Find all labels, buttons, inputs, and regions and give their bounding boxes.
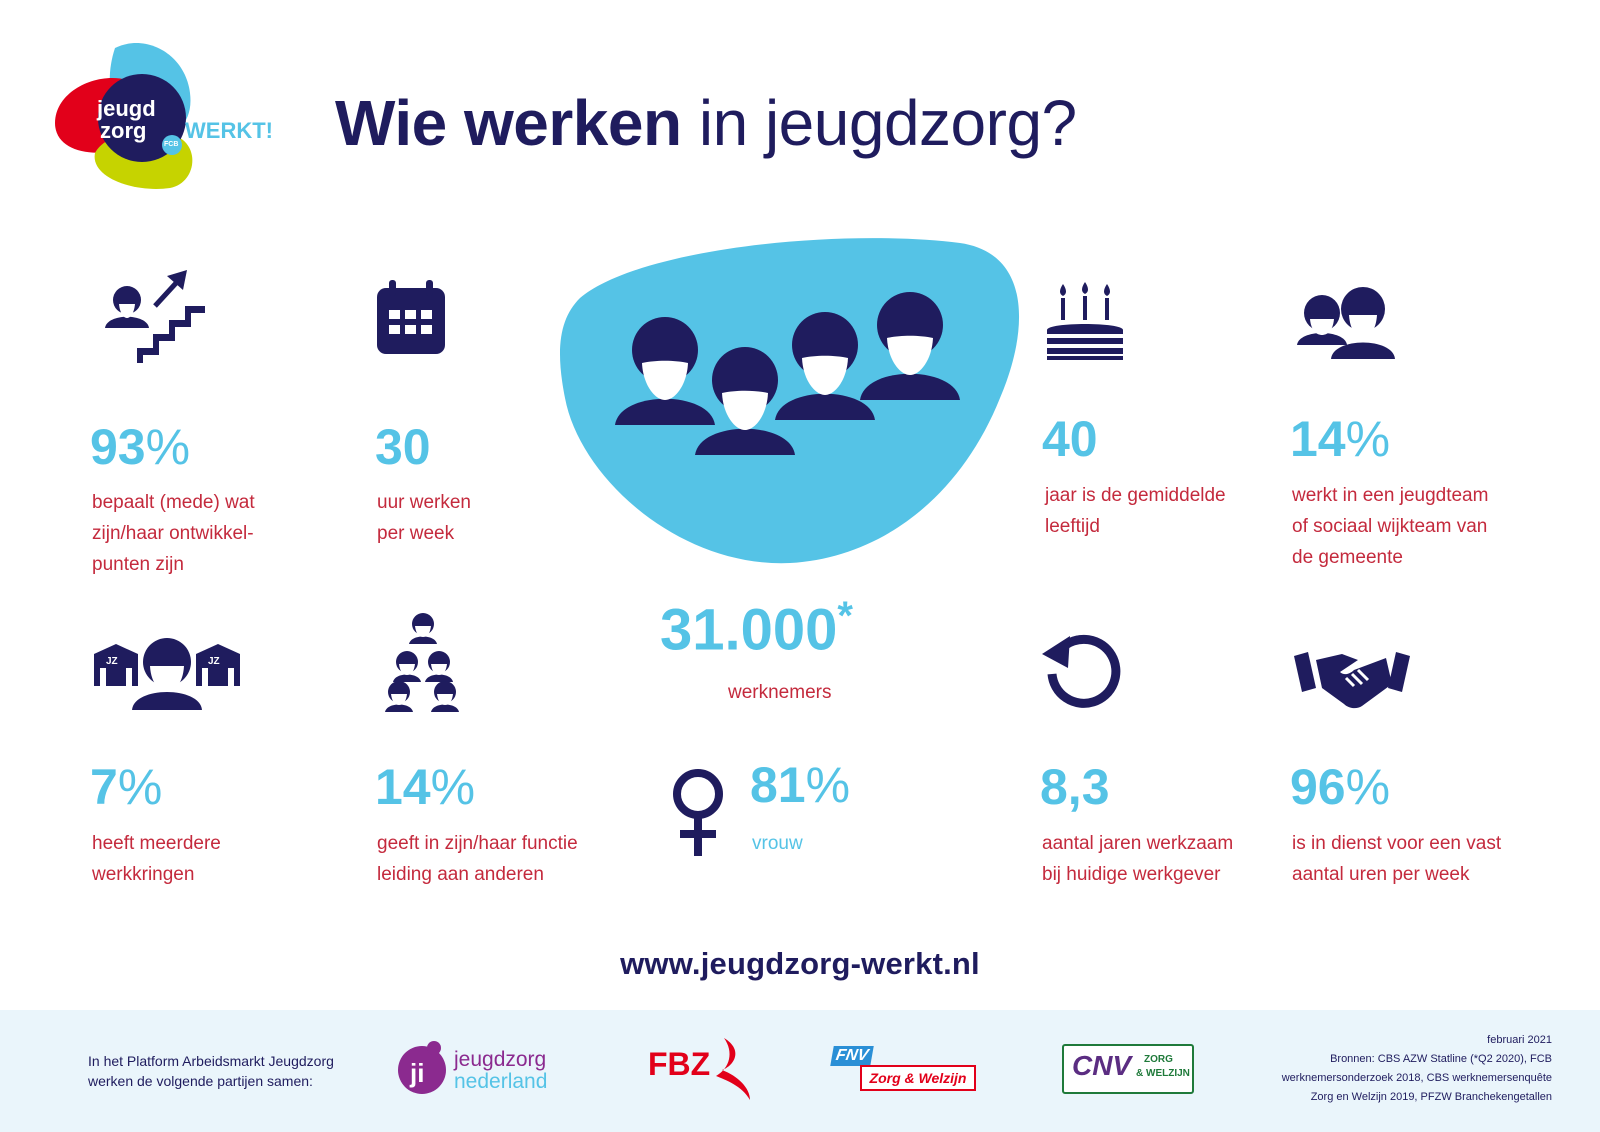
career-growth-icon xyxy=(105,268,210,368)
stat-employees-value: 31.000* xyxy=(660,594,853,663)
jn-line1: jeugdzorg xyxy=(454,1048,547,1071)
stat-leadership-desc: geeft in zijn/haar functie leiding aan a… xyxy=(377,833,578,885)
stat-leadership-value: 14% xyxy=(375,759,476,815)
hierarchy-icon xyxy=(383,612,463,712)
stat-multiple-jobs-desc: heeft meerdere werkkringen xyxy=(92,833,221,885)
website-link[interactable]: www.jeugdzorg-werkt.nl xyxy=(620,946,980,981)
stat-development-desc: bepaalt (mede) wat zijn/haar ontwikkel- … xyxy=(92,492,255,575)
stat-fixed-hours-desc: is in dienst voor een vast aantal uren p… xyxy=(1292,833,1502,885)
logo-jeugd: jeugd xyxy=(97,96,156,121)
stat-tenure-desc: aantal jaren werkzaam bij huidige werkge… xyxy=(1042,833,1234,885)
logo-blobs xyxy=(55,43,193,189)
jz-label-left: JZ xyxy=(106,656,118,667)
stat-age-desc: jaar is de gemiddelde leeftijd xyxy=(1045,485,1226,537)
stat-development-value: 93% xyxy=(90,419,191,475)
partner-fbz[interactable]: FBZ xyxy=(648,1036,750,1102)
page-title: Wie werken in jeugdzorg? xyxy=(335,86,1077,160)
stat-tenure-value: 8,3 xyxy=(1040,759,1110,815)
cnv-brand: CNV xyxy=(1072,1050,1132,1081)
stat-age-value: 40 xyxy=(1042,411,1098,467)
jz-label-right: JZ xyxy=(208,656,220,667)
title-bold: Wie werken xyxy=(335,87,682,159)
svg-text:ji: ji xyxy=(409,1058,424,1088)
stat-women-value: 81% xyxy=(750,757,851,813)
jn-line2: nederland xyxy=(454,1070,548,1093)
title-light: in jeugdzorg? xyxy=(698,87,1077,159)
stat-fixed-hours-value: 96% xyxy=(1290,759,1391,815)
fbz-text: FBZ xyxy=(648,1046,711,1082)
partner-fnv-zorg-welzijn[interactable]: FNV Zorg & Welzijn xyxy=(830,1046,980,1092)
cnv-line1: ZORG xyxy=(1144,1054,1173,1065)
logo-zorg: zorg xyxy=(100,118,147,143)
partner-cnv-zorg-welzijn[interactable]: CNV ZORG & WELZIJN xyxy=(1062,1044,1194,1094)
jn-mark-icon: ji xyxy=(398,1041,446,1094)
multiple-workplaces-icon: JZ JZ xyxy=(92,636,242,711)
group-people-icon xyxy=(615,290,970,460)
stat-women-desc: vrouw xyxy=(752,833,803,854)
logo-werkt: WERKT! xyxy=(185,118,273,143)
stat-employees-desc: werknemers xyxy=(728,682,832,703)
female-symbol-icon xyxy=(668,768,728,858)
brand-logo[interactable]: jeugd zorg FCB WERKT! xyxy=(50,38,280,193)
stat-employees-mark: * xyxy=(837,594,853,638)
stat-hours-desc: uur werken per week xyxy=(377,492,471,544)
stat-team-value: 14% xyxy=(1290,411,1391,467)
handshake-icon xyxy=(1292,650,1412,710)
calendar-icon xyxy=(375,280,447,356)
sources-note: februari 2021 Bronnen: CBS AZW Statline … xyxy=(1281,1034,1552,1103)
footer-bar xyxy=(0,1010,1600,1132)
cycle-arrow-icon xyxy=(1040,630,1125,715)
cnv-line2: & WELZIJN xyxy=(1136,1068,1190,1079)
stat-multiple-jobs-value: 7% xyxy=(90,759,163,815)
partner-jeugdzorg-nederland[interactable]: ji jeugdzorg nederland xyxy=(396,1040,566,1096)
fnv-brand: FNV xyxy=(830,1046,874,1066)
stat-hours-value: 30 xyxy=(375,419,431,475)
logo-badge: FCB xyxy=(164,141,179,148)
stat-team-desc: werkt in een jeugdteam of sociaal wijkte… xyxy=(1292,485,1489,568)
fbz-swoosh-icon xyxy=(716,1038,750,1100)
fnv-text: Zorg & Welzijn xyxy=(860,1065,976,1091)
partners-intro: In het Platform Arbeidsmarkt Jeugdzorg w… xyxy=(88,1053,334,1089)
team-people-icon xyxy=(1297,285,1397,363)
birthday-cake-icon xyxy=(1045,280,1125,360)
